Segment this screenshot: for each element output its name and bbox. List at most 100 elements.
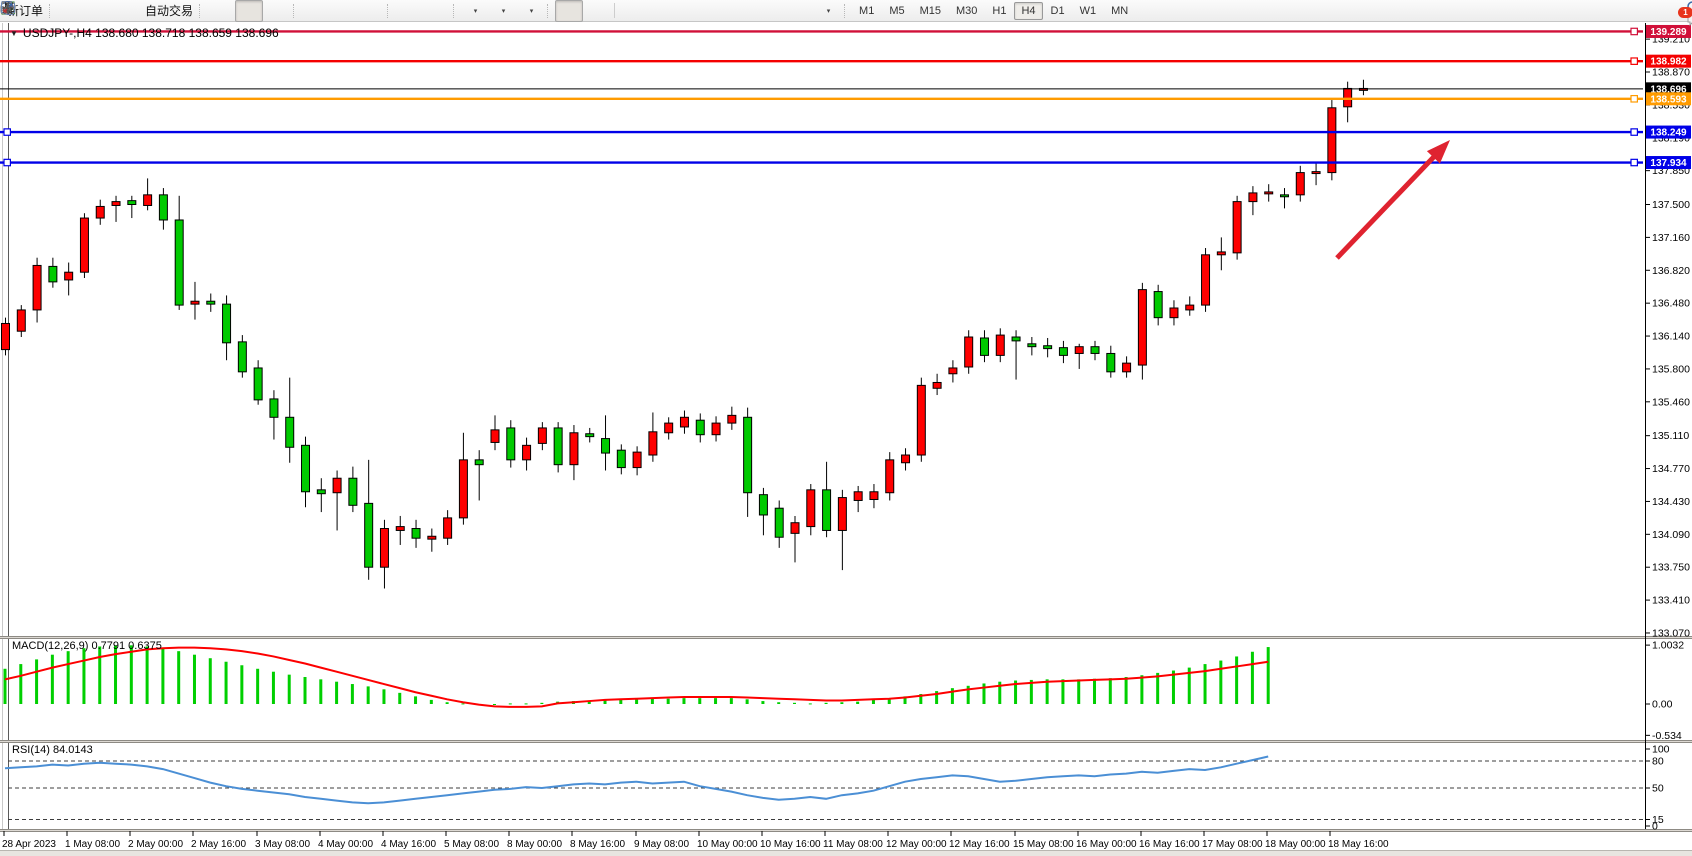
indicators-button[interactable]: ▾ [1, 0, 545, 22]
candle [32, 264, 42, 311]
macd-indicator-label: MACD(12,26,9) 0.7791 0.6375 [12, 640, 162, 652]
time-label: 16 May 16:00 [1139, 839, 1200, 850]
text-label-button[interactable]: T [2, 0, 814, 22]
candle [664, 422, 674, 434]
hline-handle[interactable] [3, 158, 12, 167]
candle [1185, 304, 1195, 311]
candle [948, 367, 958, 375]
hline-handle[interactable] [1630, 27, 1639, 36]
candle [1311, 171, 1321, 175]
chart-title[interactable]: ▼ USDJPY-,H4 138.680 138.718 138.659 138… [10, 26, 279, 40]
candle [1122, 362, 1132, 373]
search-icon[interactable] [1686, 0, 1692, 16]
vertical-line-button[interactable] [7, 0, 646, 22]
candle [837, 497, 847, 531]
autotrading-label: 自动交易 [145, 4, 194, 18]
candle [364, 502, 374, 568]
tf-m1-button[interactable]: M1 [859, 4, 875, 17]
signal-button[interactable] [0, 0, 141, 22]
svg-text:A: A [4, 2, 12, 16]
dropdown-caret-icon: ▾ [473, 7, 478, 15]
arrows-button[interactable]: ▾ [3, 0, 842, 22]
candle [853, 491, 863, 501]
tf-m30-button[interactable]: M30 [956, 4, 978, 17]
zoom-out-button[interactable] [1, 0, 357, 22]
time-label: 18 May 00:00 [1265, 839, 1326, 850]
equidistant-channel-button[interactable]: E [1, 0, 730, 22]
svg-text:134.090: 134.090 [1652, 529, 1690, 541]
arrow-object[interactable] [1335, 151, 1440, 260]
marker-button[interactable] [1, 0, 85, 22]
dropdown-caret-icon: ▾ [501, 7, 506, 15]
svg-text:138.982: 138.982 [1650, 57, 1687, 68]
svg-text:135.460: 135.460 [1652, 396, 1690, 408]
candle [774, 507, 784, 538]
periods-button[interactable]: ▾ [1, 0, 517, 22]
macd-values: 0.7791 0.6375 [91, 640, 162, 652]
templates-button[interactable]: ▾ [2, 0, 489, 22]
svg-text:15: 15 [1652, 814, 1664, 826]
hline-handle[interactable] [1630, 94, 1639, 103]
tf-mn-button[interactable]: MN [1111, 4, 1129, 17]
svg-text:0: 0 [1652, 821, 1658, 833]
candle [253, 367, 263, 401]
fibonacci-button[interactable]: F [2, 0, 758, 22]
tf-m15-button[interactable]: M15 [919, 4, 941, 17]
svg-text:138.870: 138.870 [1652, 67, 1690, 79]
time-label: 16 May 00:00 [1076, 839, 1137, 850]
candle [537, 427, 547, 444]
candle [1248, 192, 1258, 203]
auto-scroll-button[interactable] [2, 0, 423, 22]
tf-w1-button[interactable]: W1 [1079, 4, 1097, 17]
chart-shift-button[interactable] [2, 0, 451, 22]
autotrading-button[interactable]: 自动交易 [1, 0, 197, 22]
toolbar-grip [199, 3, 204, 18]
time-label: 11 May 08:00 [823, 839, 883, 850]
candle [64, 271, 74, 281]
svg-text:138.593: 138.593 [1650, 94, 1687, 105]
tf-d1-button[interactable]: D1 [1050, 4, 1065, 17]
publish-button[interactable] [2, 0, 113, 22]
cursor-button[interactable] [5, 0, 584, 22]
crosshair-button[interactable] [2, 0, 611, 22]
candle [316, 489, 326, 495]
candle [1327, 107, 1337, 174]
svg-text:F: F [11, 9, 15, 16]
price-tag [1646, 125, 1691, 139]
tf-h1-button[interactable]: H1 [992, 4, 1007, 17]
text-button[interactable]: A [4, 0, 786, 22]
tile-windows-button[interactable] [1, 0, 385, 22]
candle [95, 205, 105, 219]
zoom-in-button[interactable] [1, 0, 329, 22]
bar-chart-button[interactable] [2, 0, 235, 22]
arrow-head[interactable] [1426, 140, 1450, 164]
toolbar-grip [844, 3, 849, 18]
candle [1232, 201, 1242, 254]
price-tag [1646, 156, 1691, 170]
candle [616, 449, 626, 469]
hline-handle[interactable] [1630, 158, 1639, 167]
tf-h4-button[interactable]: H4 [1014, 1, 1043, 20]
svg-text:134.430: 134.430 [1652, 496, 1690, 508]
svg-text:138.696: 138.696 [1650, 84, 1687, 95]
horizontal-line-button[interactable] [2, 0, 674, 22]
trendline-button[interactable] [2, 0, 702, 22]
hline-handle[interactable] [3, 128, 12, 136]
candle [932, 381, 942, 389]
tf-m5-button[interactable]: M5 [889, 4, 905, 17]
candle [301, 444, 311, 493]
candle [1027, 343, 1037, 348]
candle [143, 194, 153, 206]
svg-text:T: T [5, 4, 11, 14]
candlestick-chart-button[interactable] [2, 0, 264, 22]
line-chart-button[interactable] [1, 0, 291, 22]
candle [79, 217, 89, 273]
candle [111, 201, 121, 206]
svg-text:136.820: 136.820 [1652, 265, 1690, 277]
svg-text:E: E [10, 9, 15, 16]
candle [522, 444, 532, 461]
hline-handle[interactable] [1630, 57, 1639, 65]
hline-handle[interactable] [1630, 128, 1639, 136]
